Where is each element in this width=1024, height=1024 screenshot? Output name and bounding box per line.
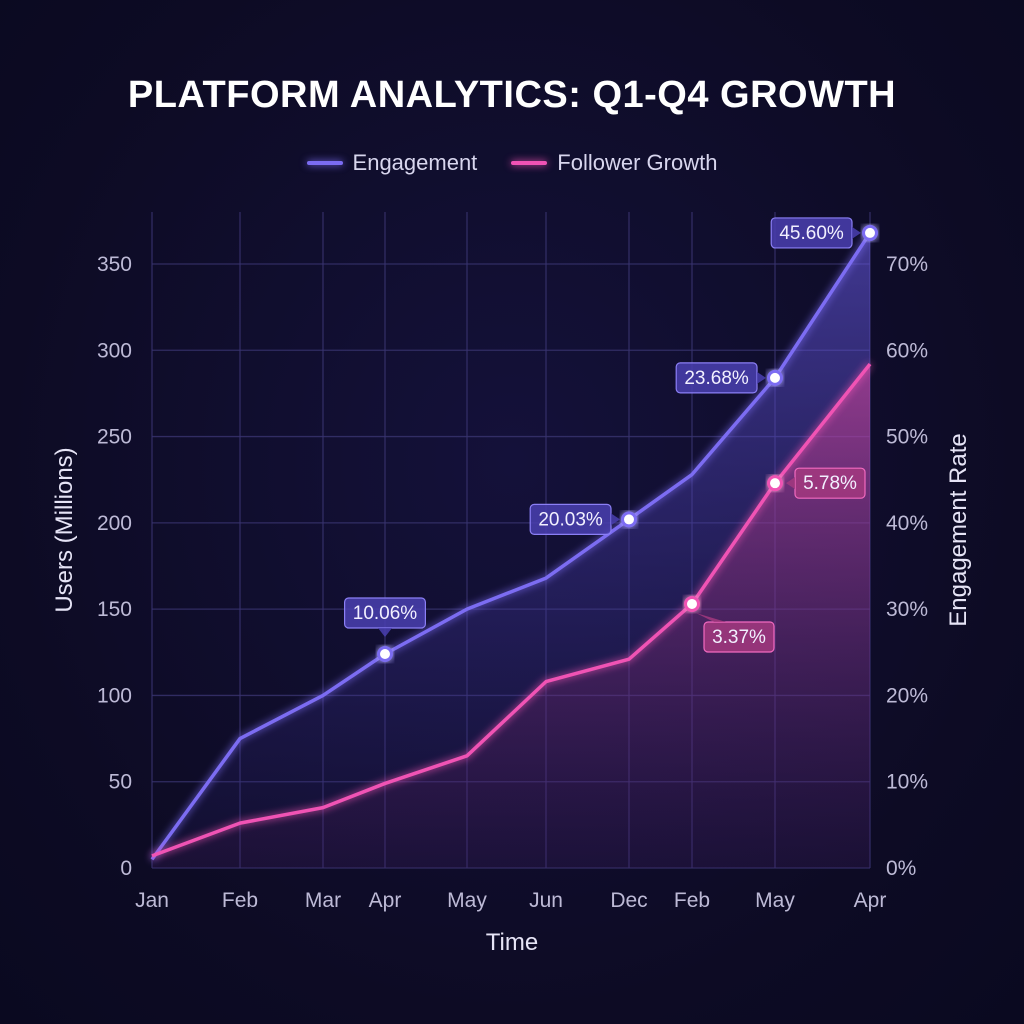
legend-swatch-engagement bbox=[306, 161, 343, 165]
legend-swatch-follower-growth bbox=[511, 161, 548, 165]
y-tick-label: 0 bbox=[120, 857, 132, 880]
y2-tick-label: 40% bbox=[886, 512, 928, 535]
data-point-follower-growth bbox=[767, 475, 783, 492]
x-tick-label: May bbox=[447, 889, 487, 912]
y2-tick-label: 0% bbox=[886, 857, 916, 880]
x-axis-title: Time bbox=[486, 929, 538, 956]
x-tick-label: Dec bbox=[610, 889, 647, 912]
legend-item-engagement: Engagement bbox=[306, 150, 478, 176]
annotation-pointer bbox=[378, 628, 392, 638]
y2-tick-label: 50% bbox=[886, 426, 928, 449]
y2-tick-label: 70% bbox=[886, 253, 928, 276]
data-point-engagement bbox=[621, 511, 637, 528]
annotation-pointer bbox=[786, 477, 795, 490]
annotations: 10.06% 20.03% 23.68% 45.60% 3.37% 5.78% bbox=[344, 217, 866, 653]
legend-item-follower-growth: Follower Growth bbox=[511, 150, 717, 176]
annotation-label: 5.78% bbox=[803, 473, 857, 494]
annotation-label: 10.06% bbox=[353, 603, 418, 624]
y-tick-label: 200 bbox=[97, 512, 132, 535]
y-tick-label: 100 bbox=[97, 684, 132, 707]
area-follower-growth bbox=[152, 364, 870, 868]
data-point-engagement bbox=[862, 224, 878, 241]
annotation-label: 45.60% bbox=[779, 223, 844, 244]
x-tick-label: May bbox=[755, 889, 795, 912]
data-points bbox=[377, 224, 878, 663]
y2-tick-label: 10% bbox=[886, 771, 928, 794]
y2-axis-title: Engagement Rate bbox=[945, 433, 972, 626]
y-tick-label: 50 bbox=[109, 771, 132, 794]
series-lines bbox=[150, 231, 872, 861]
data-point-engagement bbox=[377, 646, 393, 663]
legend-label-engagement: Engagement bbox=[352, 150, 478, 175]
y2-tick-label: 30% bbox=[886, 598, 928, 621]
y2-tick-label: 20% bbox=[886, 684, 928, 707]
chart-title: PLATFORM ANALYTICS: Q1-Q4 GROWTH bbox=[127, 74, 897, 116]
line-engagement bbox=[150, 231, 872, 861]
y-tick-label: 250 bbox=[97, 426, 132, 449]
x-tick-label: Apr bbox=[854, 889, 887, 912]
annotation-label: 3.37% bbox=[712, 627, 766, 648]
annotation-label: 23.68% bbox=[684, 368, 749, 389]
axes: 0 0% 50 10% 100 20% 150 30% 200 40% 250 50% 300 60% 35… bbox=[51, 253, 972, 956]
x-tick-label: Mar bbox=[305, 889, 341, 912]
x-tick-label: Apr bbox=[369, 889, 402, 912]
y-tick-label: 150 bbox=[97, 598, 132, 621]
annotation-pointer bbox=[611, 513, 620, 526]
data-point-follower-growth bbox=[684, 595, 700, 612]
area-fills bbox=[152, 232, 870, 869]
y-tick-label: 300 bbox=[97, 339, 132, 362]
annotation-label: 20.03% bbox=[538, 509, 603, 530]
legend-label-follower-growth: Follower Growth bbox=[557, 150, 718, 175]
line-follower-growth bbox=[151, 362, 872, 858]
y-axis-title: Users (Millions) bbox=[51, 447, 78, 612]
annotation-box bbox=[703, 621, 775, 653]
x-tick-label: Feb bbox=[674, 889, 710, 912]
annotation-pointer bbox=[852, 226, 861, 239]
y-tick-label: 350 bbox=[97, 253, 132, 276]
x-tick-label: Jan bbox=[135, 889, 169, 912]
x-tick-label: Jun bbox=[529, 889, 563, 912]
x-tick-label: Feb bbox=[222, 889, 258, 912]
data-point-engagement bbox=[767, 369, 783, 386]
y2-tick-label: 60% bbox=[886, 339, 928, 362]
legend: Engagement Follower Growth bbox=[0, 150, 1024, 176]
annotation-pointer bbox=[757, 371, 766, 384]
annotation-pointer bbox=[696, 612, 726, 622]
